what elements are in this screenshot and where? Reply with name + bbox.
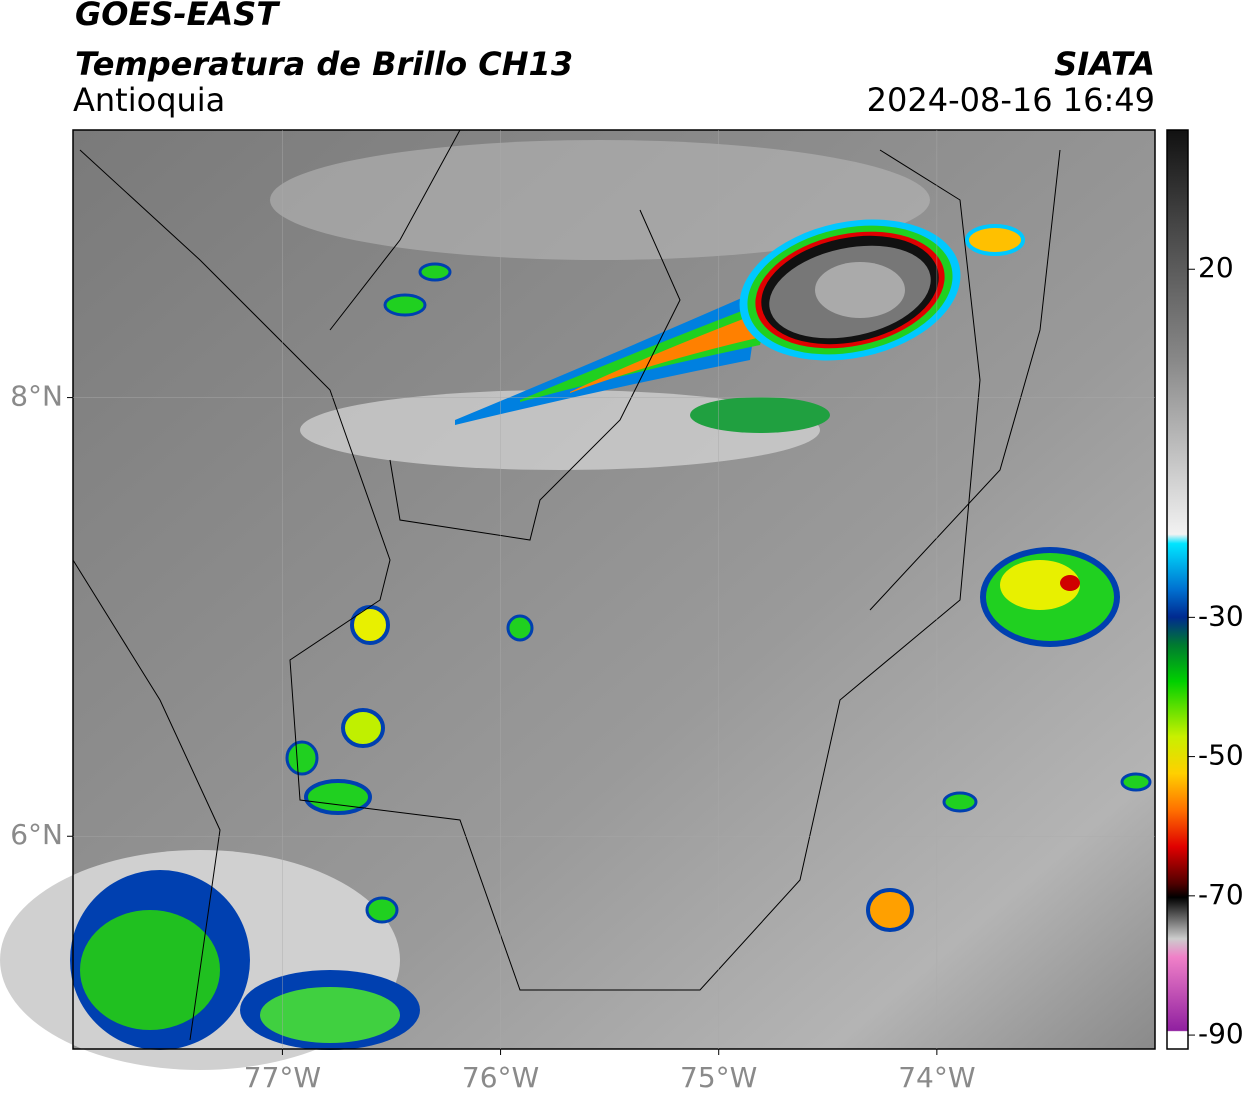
- y-tick-label: 6°N: [10, 818, 63, 851]
- colorbar-tick-label: -70: [1198, 878, 1244, 911]
- colorbar-tick-label: -90: [1198, 1017, 1244, 1050]
- datetime: 2024-08-16 16:49: [867, 81, 1155, 119]
- colorbar-tick-label: 20: [1198, 251, 1234, 284]
- y-tick-label: 8°N: [10, 380, 63, 413]
- x-tick-label: 76°W: [462, 1061, 539, 1094]
- map-image: [0, 129, 1155, 1070]
- colorbar-tick-label: -30: [1198, 599, 1244, 632]
- colorbar-tick-label: -50: [1198, 739, 1244, 772]
- map-frame: [72, 129, 1156, 1050]
- region: Antioquia: [73, 81, 225, 119]
- colorbar: [1166, 129, 1189, 1050]
- source: SIATA: [1054, 45, 1155, 83]
- x-tick-label: 75°W: [680, 1061, 757, 1094]
- x-tick-label: 74°W: [898, 1061, 975, 1094]
- x-tick-label: 77°W: [244, 1061, 321, 1094]
- subtitle: Temperatura de Brillo CH13: [75, 45, 573, 83]
- title: GOES-EAST: [75, 0, 280, 33]
